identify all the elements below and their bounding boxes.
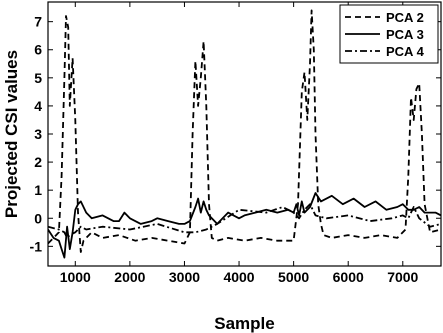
y-tick-label: 2: [34, 154, 42, 170]
series-line-pca-4: [48, 203, 441, 239]
legend-label: PCA 4: [386, 44, 425, 59]
x-tick-label: 3000: [169, 269, 200, 285]
y-tick-label: 0: [34, 210, 42, 226]
x-tick-label: 1000: [60, 269, 91, 285]
series-line-pca-3: [48, 192, 441, 259]
legend: PCA 2 PCA 3 PCA 4: [339, 4, 439, 64]
x-tick-label: 4000: [223, 269, 254, 285]
x-tick-label: 7000: [387, 269, 418, 285]
series-layer: [48, 9, 441, 259]
x-axis-label: Sample: [214, 314, 274, 333]
legend-label: PCA 3: [386, 27, 424, 42]
y-tick-label: 7: [34, 14, 42, 30]
y-tick-label: 4: [34, 98, 42, 114]
x-tick-label: 5000: [278, 269, 309, 285]
y-tick-label: 6: [34, 42, 42, 58]
y-tick-label: -1: [30, 238, 43, 254]
legend-label: PCA 2: [386, 10, 424, 25]
y-tick-label: 5: [34, 70, 42, 86]
y-axis-label: Projected CSI values: [2, 50, 21, 218]
y-tick-label: 1: [34, 182, 42, 198]
x-tick-label: 2000: [114, 269, 145, 285]
x-tick-label: 6000: [333, 269, 364, 285]
y-tick-label: 3: [34, 126, 42, 142]
